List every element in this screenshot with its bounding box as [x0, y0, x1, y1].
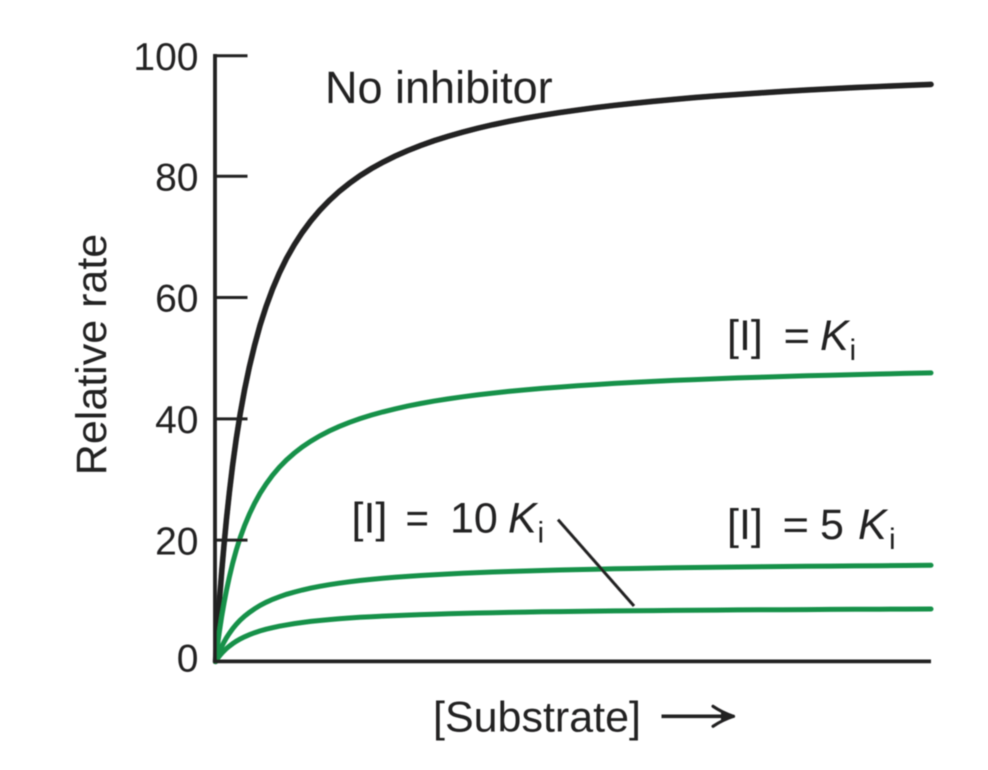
- svg-text:[I]=Ki: [I] = Ki: [727, 312, 856, 367]
- svg-text:20: 20: [155, 520, 198, 563]
- svg-text:No inhibitor: No inhibitor: [325, 62, 553, 113]
- svg-text:60: 60: [155, 278, 198, 321]
- svg-text:[I]=5Ki: [I] = 5 Ki: [727, 501, 896, 556]
- svg-text:40: 40: [155, 399, 198, 442]
- svg-text:[Substrate]: [Substrate]: [433, 694, 641, 742]
- svg-text:80: 80: [155, 157, 198, 200]
- svg-text:Relative rate: Relative rate: [68, 234, 116, 475]
- svg-text:100: 100: [133, 36, 198, 79]
- svg-text:0: 0: [177, 638, 199, 681]
